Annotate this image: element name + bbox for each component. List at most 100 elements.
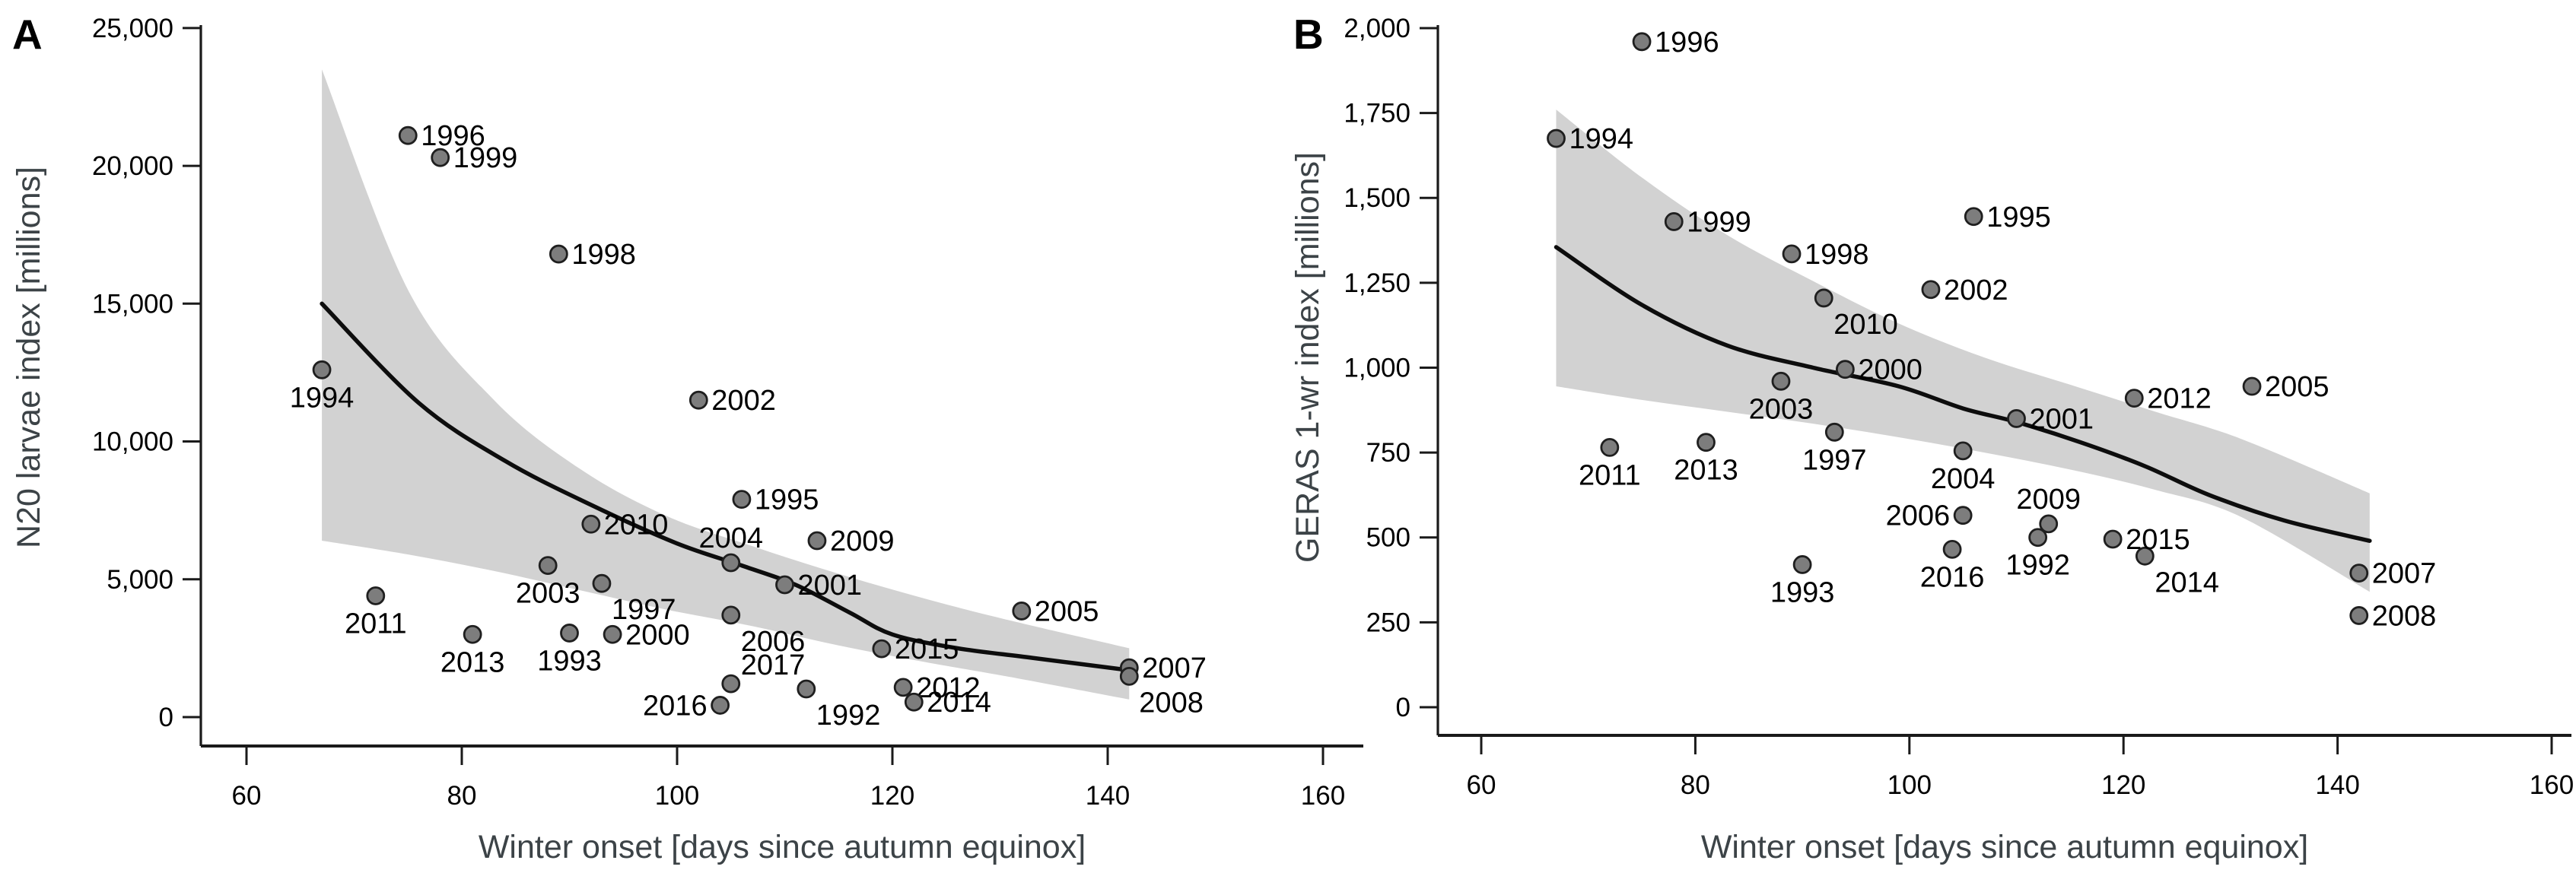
- data-point-1995: [732, 490, 752, 510]
- y-tick-label: 500: [1366, 523, 1410, 553]
- y-tick-label: 1,500: [1344, 183, 1410, 213]
- data-point-2014: [2135, 546, 2155, 566]
- y-tick-label: 20,000: [92, 151, 173, 181]
- data-point-1998: [549, 244, 568, 264]
- data-point-2002: [1921, 280, 1941, 300]
- data-point-2000: [1835, 360, 1855, 379]
- point-label-2001: 2001: [798, 570, 863, 602]
- data-point-2016: [711, 696, 730, 715]
- data-point-2000: [603, 624, 622, 644]
- point-label-2013: 2013: [1674, 455, 1738, 487]
- data-point-2014: [904, 692, 924, 712]
- y-tick-label: 1,750: [1344, 99, 1410, 129]
- data-point-1999: [431, 148, 450, 167]
- point-label-2008: 2008: [1139, 687, 1204, 719]
- point-label-2010: 2010: [1833, 309, 1898, 341]
- point-label-2014: 2014: [927, 687, 991, 719]
- trend-line: [320, 301, 1132, 673]
- point-label-1999: 1999: [1687, 206, 1751, 238]
- data-point-1994: [1547, 129, 1566, 148]
- point-label-2003: 2003: [1749, 393, 1814, 425]
- x-tick-label: 60: [1467, 770, 1496, 800]
- point-label-2007: 2007: [1142, 652, 1207, 684]
- data-point-1992: [797, 679, 816, 699]
- point-label-2013: 2013: [440, 646, 505, 678]
- y-tick-label: 250: [1366, 608, 1410, 637]
- x-tick-label: 120: [870, 781, 914, 811]
- y-tick-label: 15,000: [92, 289, 173, 319]
- panel-letter: A: [12, 11, 43, 58]
- y-tick-label: 1,000: [1344, 353, 1410, 383]
- x-tick-label: 60: [232, 781, 262, 811]
- point-label-1993: 1993: [1770, 576, 1835, 608]
- point-label-1998: 1998: [571, 239, 636, 271]
- data-point-1998: [1782, 244, 1802, 264]
- data-point-2015: [872, 639, 892, 659]
- panel-A: 0 5,000 10,000 15,000 20,000 25,000 60 80 100 120…: [11, 11, 1363, 865]
- point-label-2000: 2000: [625, 619, 690, 651]
- data-point-1993: [560, 624, 579, 643]
- point-label-2009: 2009: [2016, 484, 2081, 516]
- x-tick-label: 100: [655, 781, 699, 811]
- data-point-1992: [2028, 528, 2048, 548]
- y-axis-title: GERAS 1-wr index [millions]: [1290, 152, 1326, 563]
- data-point-2009: [807, 531, 827, 551]
- point-label-2011: 2011: [1579, 459, 1641, 491]
- panel-letter: B: [1293, 11, 1324, 58]
- data-point-2013: [1697, 433, 1716, 452]
- data-point-2013: [463, 624, 482, 644]
- trend-line: [1554, 245, 2372, 543]
- data-point-2003: [1771, 371, 1791, 391]
- y-axis-title: N20 larvae index [millions]: [11, 167, 47, 548]
- x-tick-label: 80: [447, 781, 477, 811]
- point-label-1994: 1994: [1569, 123, 1633, 155]
- point-label-2009: 2009: [830, 525, 895, 557]
- data-point-2007: [2349, 563, 2369, 583]
- x-tick-label: 80: [1681, 770, 1710, 800]
- point-label-2012: 2012: [2147, 383, 2212, 415]
- point-label-2016: 2016: [1920, 561, 1985, 593]
- point-label-2002: 2002: [1944, 275, 2008, 306]
- point-label-2004: 2004: [698, 522, 763, 554]
- data-point-1996: [398, 125, 418, 145]
- y-tick-label: 2,000: [1344, 14, 1410, 43]
- data-point-2001: [775, 575, 794, 595]
- y-tick-label: 0: [159, 703, 173, 732]
- data-point-2004: [721, 553, 741, 573]
- x-tick-label: 160: [2530, 770, 2574, 800]
- point-label-2001: 2001: [2030, 403, 2094, 435]
- data-point-2004: [1953, 441, 1973, 461]
- y-tick-label: 750: [1366, 438, 1410, 468]
- y-tick-label: 0: [1396, 693, 1410, 722]
- data-point-2006: [721, 605, 741, 625]
- data-point-2010: [581, 514, 601, 534]
- point-label-1997: 1997: [1802, 444, 1867, 476]
- data-point-1997: [1824, 422, 1844, 442]
- data-point-2011: [1600, 438, 1620, 457]
- point-label-2010: 2010: [604, 509, 669, 541]
- data-point-2017: [721, 674, 741, 694]
- confidence-band: [322, 69, 1130, 700]
- point-label-2016: 2016: [643, 690, 708, 722]
- point-label-2005: 2005: [1035, 595, 1099, 627]
- data-point-2012: [2124, 389, 2144, 408]
- point-label-2012: 2012: [916, 672, 981, 704]
- data-point-2011: [366, 586, 386, 605]
- data-point-2002: [689, 390, 708, 410]
- data-point-2016: [1942, 539, 1962, 559]
- data-point-2005: [2242, 376, 2262, 396]
- point-label-2004: 2004: [1931, 463, 1996, 495]
- x-tick-label: 100: [1887, 770, 1932, 800]
- x-axis-title: Winter onset [days since autumn equinox]: [479, 829, 1086, 865]
- point-label-2005: 2005: [2265, 371, 2330, 403]
- x-tick-label: 120: [2101, 770, 2145, 800]
- point-label-2011: 2011: [345, 608, 407, 640]
- data-point-1999: [1664, 212, 1684, 231]
- point-label-2017: 2017: [741, 649, 806, 681]
- data-point-1993: [1792, 555, 1812, 574]
- data-point-1997: [592, 573, 612, 593]
- data-point-2010: [1814, 288, 1833, 308]
- point-label-1994: 1994: [290, 382, 355, 414]
- point-label-2014: 2014: [2155, 567, 2219, 598]
